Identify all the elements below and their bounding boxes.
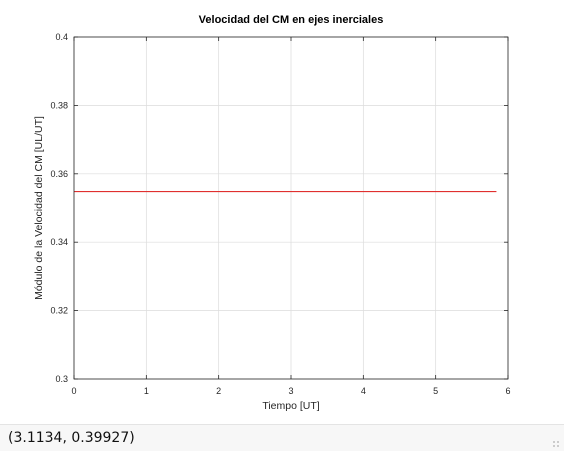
y-tick-labels: 0.3 0.32 0.34 0.36 0.38 0.4 (50, 32, 68, 384)
y-tick-label: 0.32 (50, 306, 68, 316)
x-tick-label: 2 (216, 386, 221, 396)
x-tick-labels: 0 1 2 3 4 5 6 (71, 386, 510, 396)
status-bar: (3.1134, 0.39927) (0, 424, 564, 451)
axis-ticks (73, 36, 509, 380)
x-axis-label: Tiempo [UT] (262, 400, 319, 412)
x-tick-label: 0 (71, 386, 76, 396)
y-tick-label: 0.34 (50, 237, 68, 247)
x-tick-label: 6 (505, 386, 510, 396)
y-tick-label: 0.3 (55, 374, 68, 384)
x-tick-label: 5 (433, 386, 438, 396)
resize-grip-icon[interactable] (552, 440, 560, 448)
y-tick-label: 0.4 (55, 32, 68, 42)
coordinate-readout: (3.1134, 0.39927) (8, 430, 135, 446)
grid-lines (73, 36, 509, 380)
y-tick-label: 0.38 (50, 100, 68, 110)
x-tick-label: 1 (144, 386, 149, 396)
plot-canvas[interactable]: Velocidad del CM en ejes inerciales 0 1 2 3… (0, 0, 564, 424)
chart-title: Velocidad del CM en ejes inerciales (199, 14, 384, 26)
x-tick-label: 4 (361, 386, 366, 396)
x-tick-label: 3 (288, 386, 293, 396)
y-axis-label: Módulo de la Velocidad del CM [UL/UT] (33, 116, 45, 300)
y-tick-label: 0.36 (50, 169, 68, 179)
